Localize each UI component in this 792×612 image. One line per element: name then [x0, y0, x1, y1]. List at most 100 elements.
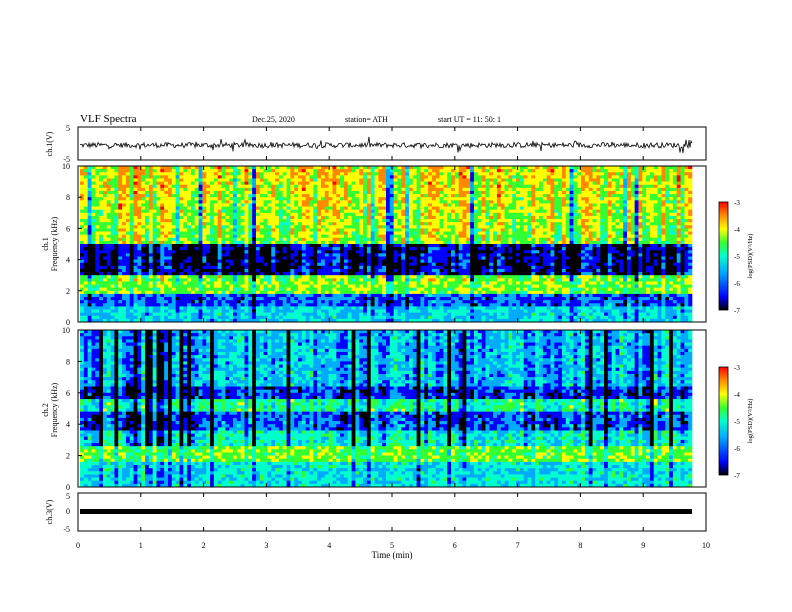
- ch1-spec-cell: [412, 184, 417, 189]
- ch1-spec-cell: [298, 256, 303, 260]
- ch1-spec-cell: [642, 231, 647, 235]
- ch1-spec-cell: [607, 231, 612, 235]
- ch1-spec-cell: [206, 228, 211, 232]
- ch1-spec-cell: [336, 250, 341, 254]
- ch1-spec-cell: [638, 234, 643, 239]
- ch1-spec-cell: [351, 203, 356, 207]
- ch1-spec-cell: [554, 194, 559, 198]
- ch1-spec-cell: [183, 250, 188, 254]
- ch1-spec-cell: [531, 234, 536, 239]
- ch1-spec-cell: [454, 225, 459, 229]
- ch1-spec-cell: [592, 234, 597, 239]
- ch1-spec-cell: [680, 194, 685, 198]
- ch1-spec-cell: [481, 172, 486, 176]
- ch1-spec-cell: [600, 169, 605, 173]
- ch1-spec-cell: [183, 181, 188, 186]
- ch1-spec-cell: [615, 212, 620, 217]
- ch1-spec-cell: [561, 209, 567, 214]
- ch1-spec-cell: [148, 209, 153, 214]
- ch1-spec-cell: [347, 212, 352, 217]
- ch1-spec-cell: [653, 166, 658, 170]
- ch1-spec-cell: [248, 219, 253, 223]
- ch1-spec-cell: [259, 178, 264, 182]
- ch1-spec-cell: [202, 209, 207, 214]
- ch1-spec-cell: [454, 247, 459, 251]
- ch1-spec-cell: [267, 178, 272, 182]
- ch1-spec-cell: [114, 203, 119, 207]
- ch1-spec-cell: [401, 225, 406, 229]
- ch1-spec-cell: [519, 231, 525, 235]
- ch1-spec-cell: [267, 194, 272, 198]
- ch1-spec-cell: [374, 250, 379, 254]
- ch1-spec-cell: [504, 206, 509, 210]
- ch1-spec-cell: [473, 187, 479, 192]
- ch1-spec-cell: [152, 206, 157, 210]
- ch1-spec-cell: [473, 234, 479, 239]
- ch1-spec-cell: [317, 250, 322, 254]
- ch1-spec-cell: [91, 240, 96, 245]
- ch1-spec-cell: [462, 175, 467, 179]
- ch1-spec-cell: [278, 259, 284, 264]
- ch1-spec-cell: [336, 206, 341, 210]
- ch1-spec-cell: [473, 175, 479, 179]
- ch1-spec-cell: [91, 197, 96, 201]
- ch1-spec-cell: [554, 200, 559, 204]
- ch1-spec-cell: [435, 240, 440, 245]
- ch1-spec-cell: [145, 219, 150, 223]
- ch1-spec-cell: [183, 253, 188, 257]
- ch1-spec-cell: [669, 231, 674, 235]
- ch1-spec-cell: [248, 253, 253, 257]
- ch1-spec-cell: [343, 187, 349, 192]
- ch1-spec-cell: [512, 169, 517, 173]
- ch1-spec-cell: [271, 231, 276, 235]
- ch1-spec-cell: [519, 256, 525, 260]
- ch1-spec-cell: [626, 175, 632, 179]
- ch1-spec-cell: [554, 209, 559, 214]
- ch1-spec-cell: [496, 256, 502, 260]
- ch1-spec-cell: [378, 166, 383, 170]
- ch1-spec-cell: [642, 200, 647, 204]
- ch1-spec-cell: [420, 197, 425, 201]
- ch1-spec-cell: [225, 244, 230, 248]
- ch1-spec-cell: [657, 234, 662, 239]
- ch1-spec-cell: [313, 234, 318, 239]
- ch1-spec-cell: [317, 181, 322, 186]
- ch1-spec-cell: [489, 247, 494, 251]
- ch1-spec-cell: [133, 231, 138, 235]
- ch1-spec-cell: [500, 166, 505, 170]
- ch1-spec-cell: [148, 169, 153, 173]
- ch1-spec-cell: [665, 194, 670, 198]
- ch1-spec-cell: [217, 228, 222, 232]
- ch1-spec-cell: [458, 222, 463, 226]
- ch1-spec-cell: [298, 206, 303, 210]
- ch1-spec-cell: [397, 231, 402, 235]
- ch1-spec-cell: [255, 200, 261, 204]
- ch1-spec-cell: [604, 209, 609, 214]
- ch1-spec-cell: [332, 250, 337, 254]
- ch1-spec-cell: [596, 259, 601, 264]
- ch1-spec-cell: [110, 219, 115, 223]
- ch1-spec-cell: [244, 187, 249, 192]
- ch1-spec-cell: [110, 194, 115, 198]
- ch1-spec-cell: [359, 240, 364, 245]
- ch1-spec-cell: [649, 250, 655, 254]
- ch1-spec-cell: [252, 256, 257, 260]
- ch1-spec-cell: [558, 225, 563, 229]
- ch1-spec-cell: [190, 206, 196, 210]
- ch1-spec-cell: [102, 175, 108, 179]
- ch1-spec-cell: [141, 166, 146, 170]
- ch1-spec-cell: [366, 203, 372, 207]
- ch1-spec-cell: [91, 234, 96, 239]
- ch1-spec-cell: [516, 215, 521, 220]
- ch1-spec-cell: [428, 244, 433, 248]
- ch1-spec-cell: [167, 184, 173, 189]
- ch1-spec-cell: [470, 203, 475, 207]
- ch1-spec-cell: [263, 184, 268, 189]
- ch1-spec-cell: [118, 169, 123, 173]
- ch1-spec-cell: [657, 253, 662, 257]
- ch1-spec-cell: [106, 222, 111, 226]
- ch1-spec-cell: [301, 215, 306, 220]
- ch1-spec-cell: [259, 209, 264, 214]
- ch1-spec-cell: [336, 203, 341, 207]
- ch1-spec-cell: [539, 231, 544, 235]
